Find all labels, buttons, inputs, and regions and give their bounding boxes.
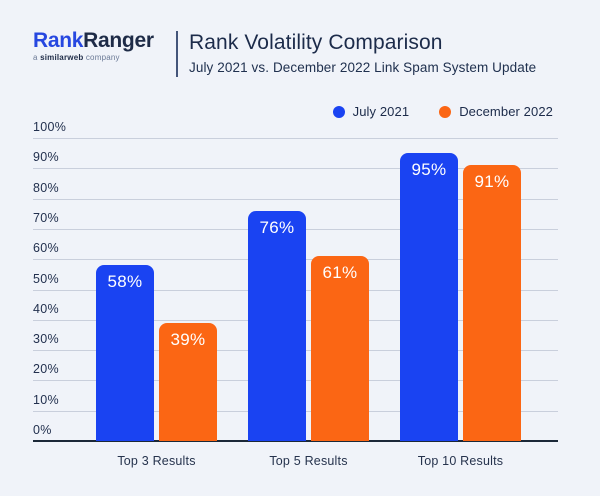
y-tick-label-0%: 0% (33, 423, 52, 437)
bar-value-label: 61% (322, 263, 358, 283)
y-tick-label-70%: 70% (33, 210, 59, 225)
page-subtitle: July 2021 vs. December 2022 Link Spam Sy… (189, 60, 537, 76)
legend-label: December 2022 (459, 104, 553, 119)
bar-july-2021-top-5-results: 76% (248, 210, 306, 441)
y-tick-label-30%: 30% (33, 332, 59, 347)
y-tick-label-50%: 50% (33, 271, 59, 286)
bar-december-2022-top-3-results: 39% (159, 322, 217, 441)
bar-december-2022-top-5-results: 61% (311, 256, 369, 441)
legend-item-december-2022: December 2022 (439, 104, 553, 119)
bar-chart: 0% 10% 20% 30% 40% 50% 60% 70% 80% 90% 100% 58% 39% T… (33, 0, 558, 496)
title-block: Rank Volatility Comparison July 2021 vs.… (189, 30, 536, 75)
legend-item-july-2021: July 2021 (332, 104, 410, 119)
y-tick-label-80%: 80% (33, 180, 59, 195)
legend-dot-icon (332, 105, 345, 118)
gridline-90% (33, 168, 558, 170)
bar-value-label: 76% (259, 217, 295, 237)
logo-text-ranger: Ranger (83, 29, 154, 52)
y-tick-label-100%: 100% (33, 120, 67, 134)
bar-value-label: 91% (474, 172, 510, 192)
x-axis-label-top-5-results: Top 5 Results (269, 454, 348, 468)
bar-value-label: 95% (411, 160, 447, 180)
legend-label: July 2021 (352, 104, 410, 119)
y-tick-label-20%: 20% (33, 362, 59, 377)
bar-value-label: 39% (170, 329, 206, 349)
y-tick-label-90%: 90% (33, 150, 59, 165)
bar-december-2022-top-10-results: 91% (463, 165, 521, 441)
bar-july-2021-top-10-results: 95% (400, 153, 458, 441)
rankranger-logo-wordmark: RankRanger (33, 29, 154, 52)
bar-value-label: 58% (107, 272, 143, 292)
rankranger-logo: RankRanger a similarweb company (33, 29, 154, 62)
legend-dot-icon (439, 105, 452, 118)
x-axis-label-top-10-results: Top 10 Results (417, 454, 504, 468)
bar-july-2021-top-3-results: 58% (96, 265, 154, 441)
y-tick-label-40%: 40% (33, 301, 59, 316)
gridline-80% (33, 198, 558, 200)
x-axis-line (33, 440, 558, 442)
chart-legend: July 2021 December 2022 (332, 104, 553, 119)
logo-tagline: a similarweb company (33, 53, 120, 63)
x-axis-label-top-3-results: Top 3 Results (117, 454, 196, 468)
page-title: Rank Volatility Comparison (189, 31, 443, 54)
gridline-100% (33, 138, 558, 139)
y-tick-label-60%: 60% (33, 241, 59, 256)
y-tick-label-10%: 10% (33, 392, 59, 407)
header-divider (176, 31, 178, 77)
logo-text-rank: Rank (33, 29, 84, 52)
